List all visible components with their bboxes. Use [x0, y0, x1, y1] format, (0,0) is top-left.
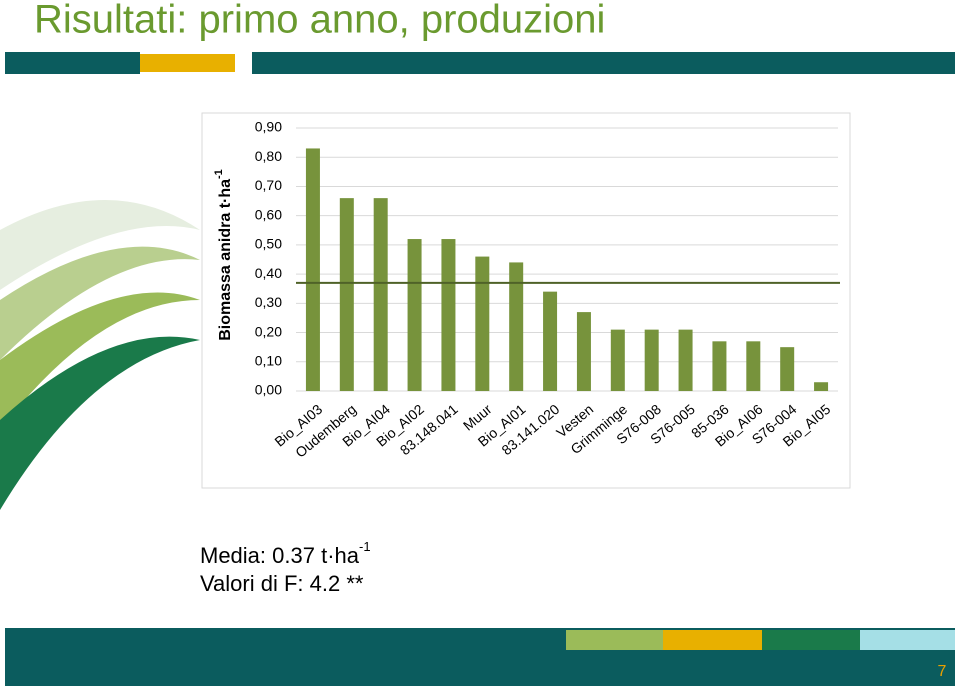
bar — [475, 256, 490, 391]
bar — [780, 347, 795, 391]
bar — [305, 148, 320, 391]
y-tick-label: 0,80 — [255, 148, 282, 164]
bar — [509, 262, 524, 391]
y-tick-label: 0,70 — [255, 177, 282, 193]
bar — [441, 239, 456, 391]
bar — [610, 329, 625, 391]
footer-block — [762, 630, 860, 650]
bar — [407, 239, 422, 391]
bar — [746, 341, 761, 391]
y-axis-label-text: Biomassa anidra t·ha — [217, 179, 234, 341]
bar — [543, 291, 558, 391]
y-tick-label: 0,10 — [255, 352, 282, 368]
decoration — [0, 292, 200, 430]
bar — [678, 329, 693, 391]
bar — [576, 312, 591, 391]
y-axis-label: Biomassa anidra t·ha-1 — [213, 169, 234, 341]
footer-block — [566, 630, 663, 650]
band — [140, 54, 235, 72]
band — [252, 52, 955, 74]
page-number: 7 — [938, 663, 947, 680]
y-tick-label: 0,90 — [255, 119, 282, 135]
y-tick-label: 0,60 — [255, 206, 282, 222]
decoration — [0, 200, 200, 290]
mean-text: Media: 0.37 t·ha-1 — [200, 539, 371, 567]
y-tick-label: 0,30 — [255, 294, 282, 310]
y-tick-label: 0,50 — [255, 236, 282, 252]
decoration — [0, 246, 200, 360]
footer-block — [860, 630, 955, 650]
bar — [712, 341, 727, 391]
decoration — [0, 336, 200, 510]
y-tick-label: 0,40 — [255, 265, 282, 281]
bar — [373, 198, 388, 391]
y-axis-label-sup: -1 — [213, 169, 225, 179]
mean-text-sup: -1 — [359, 539, 371, 554]
bar — [644, 329, 659, 391]
band — [5, 52, 140, 74]
f-text: Valori di F: 4.2 ** — [200, 571, 364, 596]
bar — [814, 382, 829, 391]
bar — [339, 198, 354, 391]
y-tick-label: 0,00 — [255, 382, 282, 398]
slide-title: Risultati: primo anno, produzioni — [34, 0, 605, 42]
y-tick-label: 0,20 — [255, 323, 282, 339]
footer-block — [663, 630, 762, 650]
mean-text-main: Media: 0.37 t·ha — [200, 543, 360, 568]
